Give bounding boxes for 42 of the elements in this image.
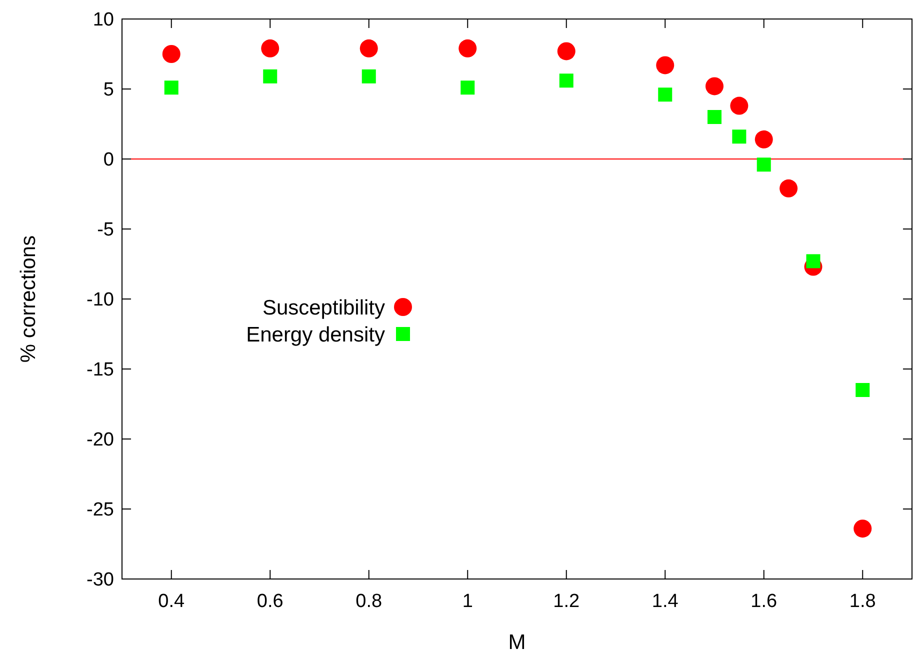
y-tick-label: 10 [92, 10, 114, 31]
point [732, 130, 746, 144]
point [162, 45, 180, 63]
point [706, 77, 724, 96]
point [656, 56, 674, 74]
y-tick-label: 5 [103, 80, 114, 101]
point [458, 39, 477, 58]
point [362, 69, 376, 84]
x-tick-label: 1.8 [849, 591, 876, 612]
point [261, 39, 280, 58]
y-tick-label: 0 [103, 150, 114, 171]
point [460, 80, 475, 95]
point [730, 96, 748, 115]
x-tick-label: 1 [462, 591, 473, 612]
point [360, 39, 378, 58]
y-axis-title: % corrections [17, 235, 40, 363]
point [708, 110, 722, 124]
point [557, 42, 576, 60]
point [263, 69, 278, 84]
point [658, 88, 672, 102]
point [164, 80, 178, 95]
x-tick-label: 1.6 [750, 591, 778, 612]
y-tick-label: -5 [97, 220, 114, 241]
point [854, 520, 872, 538]
y-tick-label: -30 [86, 570, 114, 591]
x-tick-label: 0.6 [256, 591, 284, 612]
legend-label: Energy density [246, 323, 386, 346]
x-axis-title: M [508, 631, 526, 654]
y-tick-label: -10 [86, 290, 114, 311]
x-tick-label: 0.4 [158, 591, 186, 612]
y-tick-label: -25 [86, 500, 114, 521]
point [780, 179, 798, 198]
point [856, 383, 870, 397]
x-tick-label: 1.4 [652, 591, 679, 612]
y-tick-label: -20 [86, 430, 114, 451]
legend-label: Susceptibility [262, 296, 386, 320]
x-tick-label: 0.8 [356, 591, 382, 612]
x-tick-label: 1.2 [553, 591, 580, 612]
point [754, 130, 773, 148]
y-tick-label: -15 [86, 360, 114, 381]
point [756, 158, 771, 172]
point [559, 74, 574, 88]
